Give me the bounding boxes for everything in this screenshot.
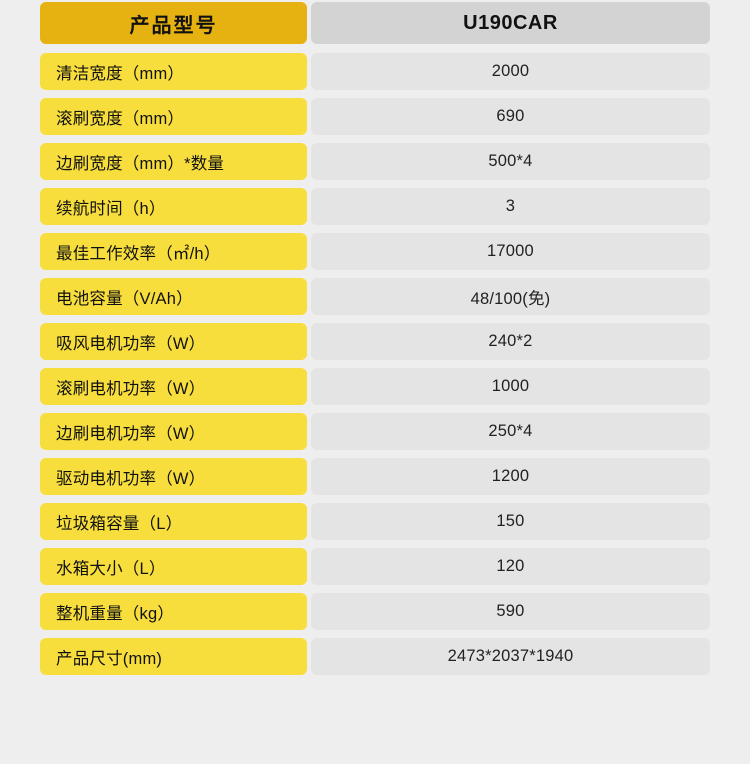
- spec-label-cell: 垃圾箱容量（L）: [40, 503, 307, 540]
- spec-value-cell: 3: [311, 188, 710, 225]
- header-value-product-model: U190CAR: [311, 2, 710, 44]
- table-row: 续航时间（h） 3: [40, 188, 710, 225]
- spec-value-cell: 120: [311, 548, 710, 585]
- spec-value-cell: 250*4: [311, 413, 710, 450]
- table-header-row: 产品型号 U190CAR: [40, 2, 710, 44]
- spec-label-cell: 吸风电机功率（W）: [40, 323, 307, 360]
- spec-value-cell: 1000: [311, 368, 710, 405]
- table-row: 边刷宽度（mm）*数量 500*4: [40, 143, 710, 180]
- table-row: 电池容量（V/Ah） 48/100(免): [40, 278, 710, 315]
- spec-value-cell: 500*4: [311, 143, 710, 180]
- table-row: 整机重量（kg） 590: [40, 593, 710, 630]
- spec-label-cell: 边刷电机功率（W）: [40, 413, 307, 450]
- header-label-product-model: 产品型号: [40, 2, 307, 44]
- table-row: 边刷电机功率（W） 250*4: [40, 413, 710, 450]
- table-row: 滚刷电机功率（W） 1000: [40, 368, 710, 405]
- spec-label-cell: 滚刷宽度（mm）: [40, 98, 307, 135]
- spec-value-cell: 2000: [311, 53, 710, 90]
- table-row: 滚刷宽度（mm） 690: [40, 98, 710, 135]
- spec-label-cell: 驱动电机功率（W）: [40, 458, 307, 495]
- spec-label-cell: 续航时间（h）: [40, 188, 307, 225]
- spec-label-cell: 水箱大小（L）: [40, 548, 307, 585]
- spec-value-cell: 2473*2037*1940: [311, 638, 710, 675]
- spec-label-cell: 滚刷电机功率（W）: [40, 368, 307, 405]
- spec-value-cell: 240*2: [311, 323, 710, 360]
- table-row: 清洁宽度（mm） 2000: [40, 53, 710, 90]
- spec-value-cell: 590: [311, 593, 710, 630]
- spec-table: 产品型号 U190CAR 清洁宽度（mm） 2000 滚刷宽度（mm） 690 边刷宽度…: [40, 2, 710, 675]
- table-row: 最佳工作效率（㎡/h） 17000: [40, 233, 710, 270]
- spec-rows-container: 清洁宽度（mm） 2000 滚刷宽度（mm） 690 边刷宽度（mm）*数量 500*4 续…: [40, 53, 710, 675]
- spec-value-cell: 690: [311, 98, 710, 135]
- table-row: 吸风电机功率（W） 240*2: [40, 323, 710, 360]
- table-row: 水箱大小（L） 120: [40, 548, 710, 585]
- spec-label-cell: 最佳工作效率（㎡/h）: [40, 233, 307, 270]
- spec-label-cell: 产品尺寸(mm): [40, 638, 307, 675]
- spec-value-cell: 48/100(免): [311, 278, 710, 315]
- table-row: 产品尺寸(mm) 2473*2037*1940: [40, 638, 710, 675]
- table-row: 垃圾箱容量（L） 150: [40, 503, 710, 540]
- spec-label-cell: 边刷宽度（mm）*数量: [40, 143, 307, 180]
- spec-value-cell: 17000: [311, 233, 710, 270]
- table-row: 驱动电机功率（W） 1200: [40, 458, 710, 495]
- spec-label-cell: 整机重量（kg）: [40, 593, 307, 630]
- spec-value-cell: 150: [311, 503, 710, 540]
- spec-label-cell: 清洁宽度（mm）: [40, 53, 307, 90]
- spec-value-cell: 1200: [311, 458, 710, 495]
- spec-label-cell: 电池容量（V/Ah）: [40, 278, 307, 315]
